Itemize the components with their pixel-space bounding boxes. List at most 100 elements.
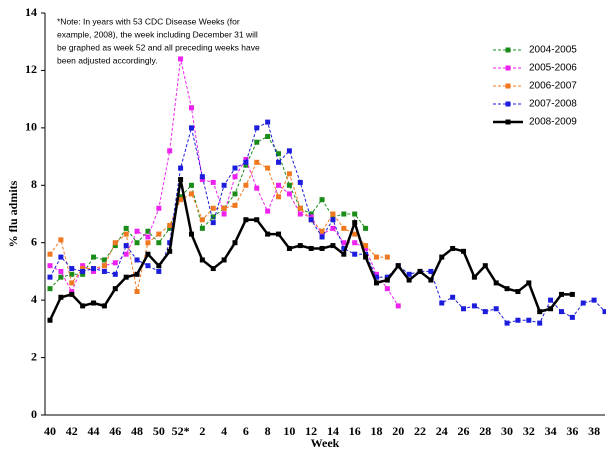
y-tick-label: 6	[31, 234, 37, 248]
x-tick-label: 50	[153, 424, 165, 438]
annotation: example, 2008), the week including Decem…	[57, 29, 258, 39]
data-point	[286, 182, 292, 188]
data-point	[69, 280, 75, 286]
data-point	[330, 243, 336, 249]
x-tick-label: 18	[370, 424, 382, 438]
data-point	[493, 280, 499, 286]
data-point	[373, 271, 379, 277]
data-point	[199, 174, 205, 180]
data-point	[112, 286, 118, 292]
data-point	[526, 317, 532, 323]
data-point	[319, 197, 325, 203]
data-point	[417, 268, 423, 274]
data-point	[471, 303, 477, 309]
data-point	[569, 314, 575, 320]
data-point	[265, 119, 271, 125]
legend-marker	[505, 83, 511, 89]
data-point	[58, 237, 64, 243]
data-point	[156, 268, 162, 274]
x-tick-label: 30	[501, 424, 513, 438]
data-point	[156, 231, 162, 237]
data-point	[482, 263, 488, 269]
data-point	[254, 139, 260, 145]
data-point	[395, 263, 401, 269]
data-point	[232, 240, 238, 246]
data-point	[101, 263, 107, 269]
data-point	[526, 280, 532, 286]
x-tick-label: 12	[305, 424, 317, 438]
data-point	[276, 151, 282, 157]
data-point	[232, 202, 238, 208]
data-point	[286, 171, 292, 177]
data-point	[341, 225, 347, 231]
data-point	[199, 257, 205, 263]
legend-label: 2004-2005	[529, 45, 577, 56]
data-point	[276, 159, 282, 165]
data-point	[145, 263, 151, 269]
data-point	[286, 245, 292, 251]
data-point	[58, 254, 64, 260]
x-tick-label: 36	[566, 424, 578, 438]
data-point	[363, 254, 369, 260]
legend-label: 2005-2006	[529, 63, 577, 74]
y-tick-label: 4	[31, 292, 37, 306]
data-point	[341, 245, 347, 251]
data-point	[363, 243, 369, 249]
data-point	[47, 286, 53, 292]
data-point	[123, 243, 129, 249]
data-point	[537, 320, 543, 326]
annotation: *Note: In years with 53 CDC Disease Week…	[57, 16, 240, 26]
legend-marker	[505, 65, 511, 71]
data-point	[210, 220, 216, 226]
data-point	[243, 159, 249, 165]
x-tick-label: 10	[283, 424, 295, 438]
data-point	[341, 211, 347, 217]
data-point	[352, 211, 358, 217]
series-line	[49, 121, 606, 324]
data-point	[308, 211, 314, 217]
y-tick-label: 8	[31, 177, 37, 191]
annotation: be graphed as week 52 and all preceding …	[57, 42, 260, 52]
data-point	[591, 297, 597, 303]
data-point	[330, 217, 336, 223]
data-point	[167, 148, 173, 154]
data-point	[156, 205, 162, 211]
x-tick-label: 6	[243, 424, 249, 438]
data-point	[134, 228, 140, 234]
data-point	[47, 317, 53, 323]
data-point	[319, 228, 325, 234]
data-point	[243, 162, 249, 168]
data-point	[406, 271, 412, 277]
legend-label: 2007-2008	[529, 99, 577, 110]
y-tick-label: 2	[31, 349, 37, 363]
data-point	[569, 291, 575, 297]
x-tick-label: 28	[479, 424, 491, 438]
data-point	[80, 263, 86, 269]
y-tick-label: 12	[25, 62, 37, 76]
data-point	[308, 214, 314, 220]
x-tick-label: 24	[436, 424, 448, 438]
data-point	[210, 214, 216, 220]
data-point	[167, 240, 173, 246]
data-point	[450, 245, 456, 251]
data-point	[134, 240, 140, 246]
x-tick-label: 44	[88, 424, 100, 438]
data-point	[373, 280, 379, 286]
data-point	[308, 245, 314, 251]
y-tick-label: 0	[31, 407, 37, 421]
y-tick-label: 10	[25, 120, 37, 134]
data-point	[308, 217, 314, 223]
x-tick-label: 34	[545, 424, 557, 438]
data-point	[232, 165, 238, 171]
data-point	[482, 309, 488, 315]
data-point	[178, 177, 184, 183]
data-point	[80, 266, 86, 272]
data-point	[537, 309, 543, 315]
x-tick-label: 46	[109, 424, 121, 438]
data-point	[352, 231, 358, 237]
data-point	[221, 257, 227, 263]
data-point	[123, 251, 129, 257]
data-point	[471, 274, 477, 280]
x-tick-label: 8	[265, 424, 271, 438]
